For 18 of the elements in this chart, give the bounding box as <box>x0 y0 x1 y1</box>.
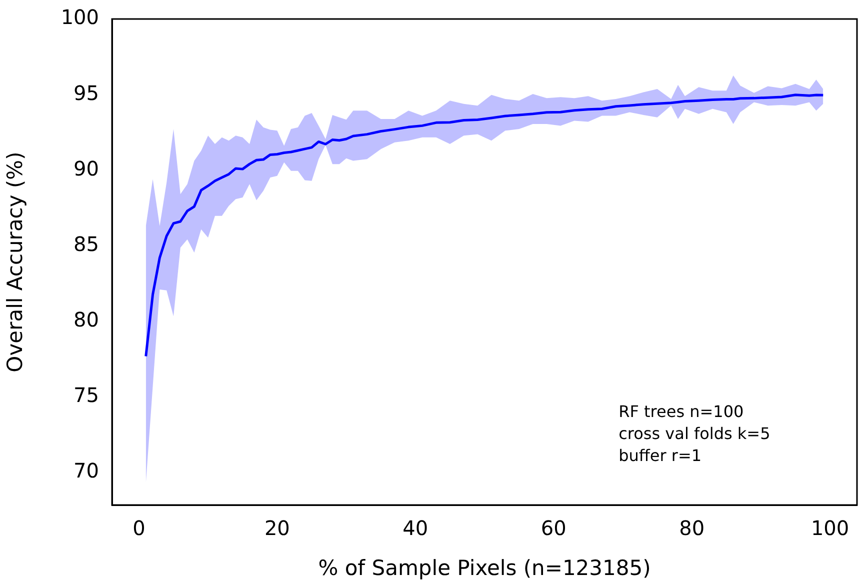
annotation: RF trees n=100 <box>618 402 744 421</box>
y-tick-label: 80 <box>74 307 99 332</box>
y-tick-label: 70 <box>74 458 99 483</box>
x-tick-label: 80 <box>679 516 705 540</box>
y-tick-label: 75 <box>74 383 99 407</box>
y-tick-label: 95 <box>74 80 99 105</box>
x-tick-label: 20 <box>264 516 290 540</box>
y-tick-label: 100 <box>60 5 99 30</box>
annotation: buffer r=1 <box>618 446 702 465</box>
x-tick-label: 40 <box>402 516 428 540</box>
x-tick-label: 100 <box>810 516 850 540</box>
annotation: cross val folds k=5 <box>618 424 770 443</box>
y-tick-label: 90 <box>74 156 99 180</box>
x-axis-title: % of Sample Pixels (n=123185) <box>318 556 651 580</box>
y-axis-title: Overall Accuracy (%) <box>3 152 28 372</box>
y-tick-label: 85 <box>74 232 99 256</box>
x-tick-label: 0 <box>132 516 146 540</box>
x-tick-label: 60 <box>540 516 566 540</box>
